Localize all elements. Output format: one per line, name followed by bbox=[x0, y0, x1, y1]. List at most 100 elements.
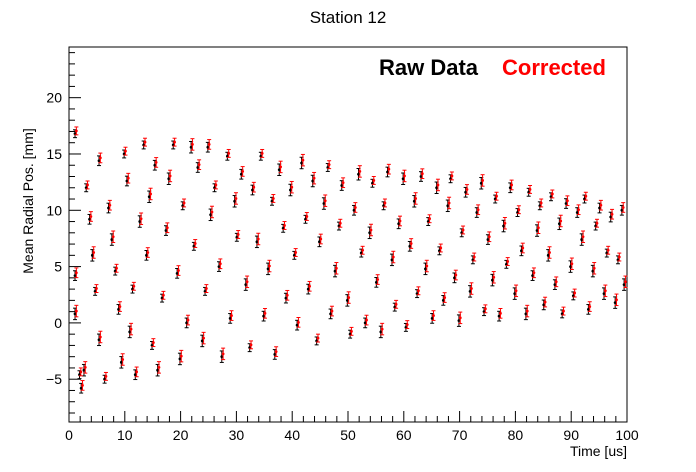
data-point-corrected bbox=[394, 299, 399, 309]
data-point-corrected bbox=[617, 252, 622, 262]
data-point-raw bbox=[412, 195, 417, 208]
data-point-corrected bbox=[218, 258, 223, 270]
data-point-raw bbox=[155, 363, 160, 377]
data-point-corrected bbox=[509, 179, 514, 191]
data-point-raw bbox=[352, 204, 357, 216]
data-point-corrected bbox=[435, 178, 440, 192]
data-point-corrected bbox=[123, 146, 128, 156]
data-point-raw bbox=[141, 140, 146, 150]
data-point-raw bbox=[189, 140, 194, 154]
data-point-corrected bbox=[447, 196, 452, 210]
data-point-raw bbox=[124, 175, 129, 187]
data-point-corrected bbox=[603, 284, 608, 298]
data-point-corrected bbox=[213, 180, 218, 190]
data-point-raw bbox=[407, 240, 412, 252]
data-point-corrected bbox=[547, 246, 552, 259]
data-point-corrected bbox=[371, 176, 376, 185]
data-point-corrected bbox=[516, 205, 521, 215]
data-point-corrected bbox=[398, 215, 403, 227]
data-point-raw bbox=[106, 202, 111, 214]
data-point-corrected bbox=[323, 194, 328, 207]
data-point-corrected bbox=[267, 259, 272, 273]
x-tick-label: 20 bbox=[173, 427, 189, 443]
data-point-corrected bbox=[353, 202, 358, 213]
data-point-corrected bbox=[131, 281, 136, 291]
data-point-corrected bbox=[185, 314, 190, 326]
data-point-corrected bbox=[587, 301, 592, 312]
data-point-corrected bbox=[623, 275, 628, 289]
data-point-corrected bbox=[289, 180, 294, 194]
data-point-raw bbox=[133, 369, 138, 381]
data-point-corrected bbox=[621, 202, 626, 213]
legend-corrected: Corrected bbox=[502, 55, 606, 80]
data-point-corrected bbox=[583, 191, 588, 201]
data-point-corrected bbox=[304, 212, 309, 221]
data-point-raw bbox=[299, 156, 304, 170]
data-point-corrected bbox=[364, 314, 369, 326]
data-point-raw bbox=[430, 313, 435, 324]
data-point-corrected bbox=[491, 271, 496, 284]
data-point-raw bbox=[378, 325, 383, 339]
data-point-raw bbox=[333, 264, 338, 278]
data-point-corrected bbox=[207, 139, 212, 150]
data-point-corrected bbox=[334, 262, 339, 275]
data-point-corrected bbox=[300, 153, 305, 167]
data-point-corrected bbox=[525, 304, 530, 318]
data-point-corrected bbox=[592, 262, 597, 275]
data-point-corrected bbox=[357, 165, 362, 178]
data-point-corrected bbox=[262, 307, 267, 319]
data-point-corrected bbox=[469, 282, 474, 295]
data-point-corrected bbox=[594, 218, 599, 228]
data-point-corrected bbox=[606, 245, 611, 255]
data-point-corrected bbox=[565, 195, 570, 207]
data-point-raw bbox=[423, 262, 428, 276]
x-tick-label: 80 bbox=[508, 427, 524, 443]
data-point-corrected bbox=[572, 288, 577, 298]
data-point-corrected bbox=[338, 218, 343, 228]
data-point-raw bbox=[456, 314, 461, 327]
data-point-corrected bbox=[375, 274, 380, 285]
data-point-corrected bbox=[296, 316, 301, 328]
data-point-raw bbox=[272, 349, 277, 360]
legend-raw-data: Raw Data bbox=[379, 55, 479, 80]
data-point-raw bbox=[109, 233, 114, 246]
x-axis: 0 10 20 30 40 50 60 70 80 90 100 bbox=[65, 411, 639, 443]
data-point-corrected bbox=[494, 191, 499, 201]
data-point-raw bbox=[356, 168, 361, 181]
data-point-corrected bbox=[520, 242, 525, 254]
data-point-corrected bbox=[312, 171, 317, 185]
data-point-corrected bbox=[139, 212, 144, 225]
plot-frame bbox=[68, 46, 628, 423]
data-point-corrected bbox=[251, 181, 256, 193]
data-point-corrected bbox=[204, 284, 209, 293]
data-point-corrected bbox=[103, 371, 108, 381]
x-axis-title: Time [us] bbox=[570, 443, 627, 459]
data-point-corrected bbox=[282, 221, 287, 230]
data-point-corrected bbox=[341, 177, 346, 189]
data-point-corrected bbox=[614, 293, 619, 307]
data-point-corrected bbox=[233, 192, 238, 205]
data-point-corrected bbox=[245, 275, 250, 289]
data-point-corrected bbox=[151, 338, 156, 348]
data-point-raw bbox=[232, 195, 237, 208]
data-point-corrected bbox=[98, 330, 103, 344]
data-point-corrected bbox=[329, 305, 334, 317]
data-point-corrected bbox=[193, 239, 198, 248]
data-point-corrected bbox=[536, 221, 541, 234]
data-point-corrected bbox=[197, 159, 202, 171]
y-tick-label: 5 bbox=[54, 259, 62, 275]
data-point-corrected bbox=[315, 333, 320, 343]
data-point-corrected bbox=[240, 166, 245, 177]
data-point-corrected bbox=[420, 168, 425, 180]
data-point-corrected bbox=[134, 366, 139, 378]
data-point-corrected bbox=[260, 148, 265, 158]
data-point-raw bbox=[317, 236, 322, 248]
data-point-raw bbox=[575, 207, 580, 218]
data-point-corrected bbox=[476, 204, 481, 216]
data-point-corrected bbox=[74, 126, 79, 136]
data-point-corrected bbox=[449, 171, 454, 181]
data-point-corrected bbox=[349, 326, 354, 336]
data-point-corrected bbox=[380, 322, 385, 336]
data-point-corrected bbox=[129, 322, 134, 336]
data-point-raw bbox=[219, 350, 224, 363]
